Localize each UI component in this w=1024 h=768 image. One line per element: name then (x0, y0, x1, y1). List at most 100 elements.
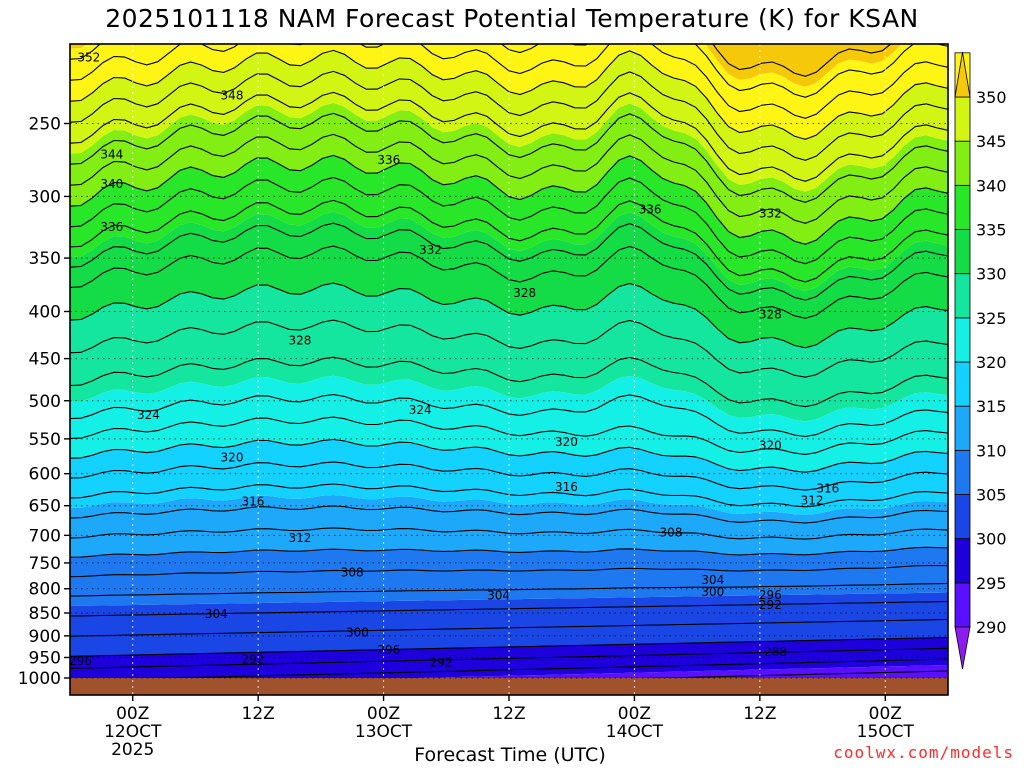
contour-label: 336 (100, 220, 123, 234)
y-tick-label: 300 (29, 187, 61, 207)
y-tick-label: 850 (29, 604, 61, 624)
contour-line (70, 222, 948, 301)
contour-label: 296 (377, 643, 400, 657)
contour-label: 348 (221, 88, 244, 102)
contour-line (70, 44, 948, 98)
contour-line (712, 44, 892, 77)
y-tick-label: 600 (29, 465, 61, 485)
contour-line (70, 49, 948, 140)
x-tick-label: 12Z (242, 704, 275, 724)
contour-label: 292 (241, 653, 264, 667)
contour-label-layer: 352 348 344 340 336 336 336 332 332 328 328 328 324 3… (69, 51, 839, 670)
colorbar-tick-label: 350 (976, 88, 1007, 107)
color-band (70, 495, 948, 558)
contour-label: 292 (430, 656, 453, 670)
colorbar-tick-label: 305 (976, 486, 1007, 505)
contour-label: 320 (555, 435, 578, 449)
contour-label: 308 (341, 565, 364, 579)
contour-label: 328 (513, 286, 536, 300)
x-tick-sublabel: 14OCT (606, 722, 664, 742)
y-tick-label: 800 (29, 580, 61, 600)
colorbar-tick-label: 320 (976, 353, 1007, 372)
x-tick-label: 00Z (869, 704, 902, 724)
y-tick-label: 550 (29, 430, 61, 450)
colorbar-tick-label: 310 (976, 441, 1007, 460)
contour-line (70, 527, 948, 540)
colorbar-segment (954, 361, 971, 407)
colorbar: 290 295 300 305 310 315 320 325 330 335 340 345 350 (954, 51, 1007, 670)
contour-line (70, 319, 948, 378)
x-tick-sublabel: 15OCT (857, 722, 915, 742)
y-tick-label: 750 (29, 554, 61, 574)
x-tick-year: 2025 (111, 740, 154, 760)
color-band (70, 592, 948, 657)
contour-label: 352 (77, 51, 100, 65)
y-tick-label: 500 (29, 392, 61, 412)
colorbar-segment (954, 184, 971, 230)
source-credit[interactable]: coolwx.com/models (833, 743, 1014, 762)
contour-label: 308 (660, 525, 683, 539)
colorbar-segment (954, 582, 971, 628)
contour-label: 312 (801, 494, 824, 508)
contour-label: 336 (377, 153, 400, 167)
colorbar-segment (954, 229, 971, 275)
y-tick-label: 250 (29, 115, 61, 135)
x-tick-sublabel: 12OCT (104, 722, 162, 742)
contour-label: 340 (100, 177, 123, 191)
contour-label: 316 (241, 494, 264, 508)
y-tick-label: 700 (29, 526, 61, 546)
contour-line (70, 154, 948, 245)
colorbar-tick-label: 315 (976, 397, 1007, 416)
contour-label: 320 (221, 450, 244, 464)
contour-label: 320 (759, 438, 782, 452)
contour-line (70, 461, 948, 491)
contour-line (70, 199, 948, 283)
contour-line (70, 282, 948, 349)
contour-label: 312 (288, 531, 311, 545)
colorbar-segment (954, 494, 971, 540)
colorbar-tick-label: 290 (976, 618, 1007, 637)
contour-label: 296 (759, 588, 782, 602)
grid-lines (70, 44, 948, 695)
colorbar-segment (954, 405, 971, 451)
contour-label: 292 (759, 598, 782, 612)
contour-line (70, 582, 948, 597)
contour-label: 332 (759, 206, 782, 220)
colorbar-tick-label: 300 (976, 530, 1007, 549)
contour-label: 300 (701, 585, 724, 599)
colorbar-segment (954, 96, 971, 142)
colorbar-segment (954, 140, 971, 186)
y-tick-label: 950 (29, 648, 61, 668)
colorbar-segment (954, 273, 971, 319)
contour-label: 328 (288, 333, 311, 347)
contour-label: 304 (701, 573, 724, 587)
y-tick-label: 350 (29, 249, 61, 269)
colorbar-bottom-arrow (954, 626, 971, 670)
color-band (70, 44, 902, 87)
contour-label: 296 (69, 654, 92, 668)
colorbar-segment (954, 538, 971, 584)
x-tick-sublabel: 13OCT (355, 722, 413, 742)
contour-label: 344 (100, 147, 123, 161)
colorbar-tick-label: 330 (976, 265, 1007, 284)
x-tick-label: 12Z (743, 704, 776, 724)
contour-label: 328 (759, 307, 782, 321)
x-tick-label: 00Z (116, 704, 149, 724)
contour-label: 316 (555, 480, 578, 494)
colorbar-tick-label: 325 (976, 309, 1007, 328)
y-tick-label: 400 (29, 302, 61, 322)
colorbar-tick-label: 345 (976, 132, 1007, 151)
contour-line (70, 176, 948, 265)
color-band (70, 547, 948, 606)
colorbar-segment (954, 317, 971, 363)
y-tick-label: 650 (29, 497, 61, 517)
contour-line (70, 70, 948, 161)
y-tick-label: 450 (29, 350, 61, 370)
y-axis: 250 300 350 400 450 500 550 600 650 700 750 800 850 9… (18, 115, 70, 689)
color-band (70, 283, 948, 422)
colorbar-top-arrow (954, 51, 971, 98)
contour-label: 332 (419, 243, 442, 257)
contour-label: 324 (409, 403, 432, 417)
x-axis-label: Forecast Time (UTC) (414, 744, 606, 766)
